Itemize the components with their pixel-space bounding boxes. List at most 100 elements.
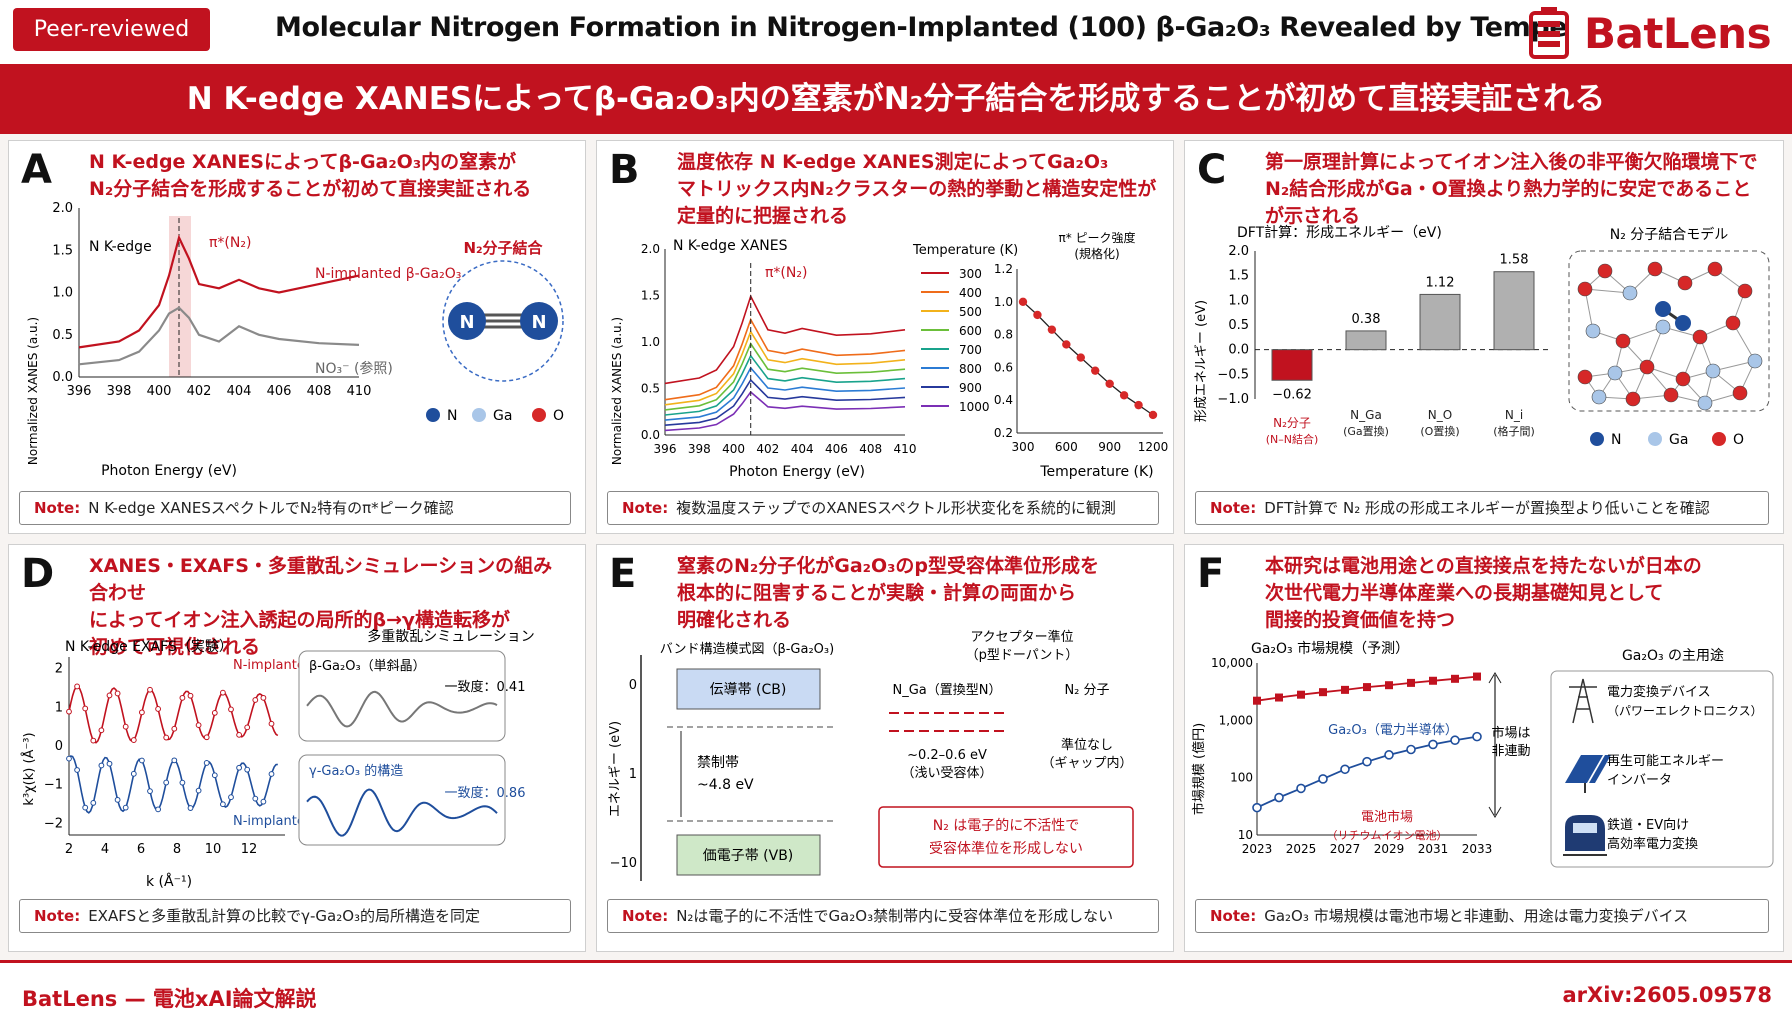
exafs-point (82, 804, 89, 811)
data-point (1473, 672, 1481, 681)
n2-value: 準位なし (1061, 737, 1113, 753)
panel-d: D XANES・EXAFS・多重散乱シミュレーションの組み合わせ によってイオン… (8, 544, 586, 952)
legend-label: 1000 (959, 400, 990, 414)
sim-title: 多重散乱シミュレーション (367, 628, 534, 645)
y-tick-label: 1.5 (1228, 269, 1249, 284)
svg-text:N: N (531, 312, 546, 333)
legend-label: 700 (959, 343, 982, 357)
data-point (1407, 678, 1415, 687)
y-tick-label: 1.5 (52, 243, 73, 258)
y-tick-label: 1 (55, 700, 63, 715)
exafs-point (130, 770, 137, 777)
app-item-sub: 高効率電力変換 (1607, 836, 1698, 852)
heading-line: N₂分子結合を形成することが初めて直接実証される (89, 178, 532, 200)
exafs-point (74, 767, 80, 773)
exafs-point (130, 737, 137, 743)
y-tick-label: 1.0 (1228, 293, 1249, 308)
n-atom (1655, 301, 1671, 317)
atom-legend: N Ga O (1590, 432, 1744, 448)
app-item: 電力変換デバイス (1607, 684, 1711, 700)
peer-reviewed-badge: Peer-reviewed (13, 8, 210, 51)
panel-e: E 窒素のN₂分子化がGa₂O₃のp型受容体準位形成を 根本的に阻害することが実… (596, 544, 1174, 952)
exafs-point (171, 757, 178, 764)
temperature-series-line (664, 354, 906, 416)
note-text: 複数温度ステップでのXANESスペクトル形状変化を系統的に観測 (676, 499, 1116, 517)
note-text: N₂は電子的に不活性でGa₂O₃禁制帯内に受容体準位を形成しない (676, 907, 1114, 925)
x-tick-label: 400 (147, 384, 172, 399)
panel-label: C (1197, 147, 1227, 193)
y-tick-label: −0.5 (1217, 367, 1249, 382)
panel-heading: 本研究は電池用途との直接接点を持たないが日本の 次世代電力半導体産業への長期基礎… (1265, 553, 1767, 634)
atom (1597, 263, 1613, 279)
series-label-implanted: N-implanted β-Ga₂O₃ (315, 266, 461, 282)
acceptor-title: アクセプター準位 (970, 629, 1073, 645)
apps-title: Ga₂O₃ の主用途 (1622, 647, 1724, 664)
x-tick-label: 2033 (1462, 842, 1493, 856)
exafs-point (66, 708, 72, 715)
heading-line: によってイオン注入誘起の局所的β→γ構造転移が (89, 609, 510, 631)
exafs-point (82, 705, 89, 712)
exafs-point (268, 771, 275, 777)
y-tick-label: 2.0 (52, 201, 73, 216)
temperature-series-line (664, 294, 906, 385)
exafs-point (260, 694, 267, 701)
x-tick-label: 600 (1055, 440, 1078, 454)
sim-box (298, 754, 506, 846)
exafs-point (98, 762, 105, 769)
paper-title: Molecular Nitrogen Formation in Nitrogen… (275, 12, 1568, 43)
x-tick-label: 6 (137, 842, 145, 857)
x-tick-label: (Ga置換) (1343, 425, 1389, 438)
heading-line: 明確化される (677, 609, 792, 631)
y-tick-label: 0.5 (641, 382, 660, 396)
legend-label: 300 (959, 267, 982, 281)
panel-note: Note: DFT計算で N₂ 形成の形成エネルギーが置換型より低いことを確認 (1195, 491, 1769, 525)
y-tick-label: 0.6 (994, 360, 1013, 374)
data-point (1119, 391, 1129, 400)
top-bar: Peer-reviewed Molecular Nitrogen Formati… (0, 0, 1792, 64)
headline-banner: N K-edge XANESによってβ-Ga₂O₃内の窒素がN₂分子結合を形成す… (0, 64, 1792, 134)
inset-title: π* ピーク強度 (1058, 230, 1135, 245)
y-tick-label: −1.0 (1217, 392, 1249, 407)
data-point (1428, 739, 1438, 750)
x-tick-label: 900 (1098, 440, 1121, 454)
data-point (1472, 731, 1482, 742)
panel-heading: 第一原理計算によってイオン注入後の非平衡欠陥環境下で N₂結合形成がGa・O置換… (1265, 149, 1767, 230)
x-tick-label: (N–N結合) (1266, 432, 1319, 446)
data-point (1134, 400, 1143, 410)
exafs-point (98, 727, 105, 734)
atom (1625, 391, 1641, 407)
temperature-series-line (664, 378, 906, 426)
x-tick-label: 404 (791, 442, 814, 456)
exafs-point (211, 710, 218, 716)
y-axis-label: Normalized XANES (a.u.) (610, 317, 624, 465)
x-tick-label: 2 (65, 842, 73, 857)
atom (1607, 365, 1623, 381)
data-point (1148, 410, 1158, 420)
exafs-point (268, 720, 275, 727)
xanes-chart: 396 398 400 402 404 406 408 4100.00.51.01.52.0 … (26, 201, 564, 479)
exafs-line (68, 685, 279, 744)
logo: BatLens (1528, 6, 1772, 60)
data-label: 1.12 (1426, 275, 1455, 290)
heading-line: 温度依存 N K-edge XANES測定によってGa₂O₃ (677, 151, 1109, 173)
y-tick-label: 0 (55, 739, 63, 754)
x-tick-label: 396 (67, 384, 92, 399)
chart-title: DFT計算：形成エネルギー（eV) (1237, 225, 1442, 241)
data-point (1406, 744, 1416, 755)
trend-line (1022, 301, 1154, 416)
data-point (1062, 340, 1071, 349)
chart-title: Ga₂O₃ 市場規模（予測） (1251, 640, 1409, 657)
x-tick-label: 4 (101, 842, 109, 857)
data-point (1340, 764, 1350, 775)
y-tick-label: 0.0 (641, 428, 660, 442)
data-point (1253, 696, 1261, 705)
exafs-point (106, 760, 113, 767)
exafs-point (252, 795, 259, 802)
y-tick-label: 1.0 (994, 295, 1013, 309)
series-label-battery: 電池市場 (1361, 809, 1413, 825)
model-frame (1568, 250, 1770, 412)
exafs-point (163, 734, 170, 741)
panel-label: D (21, 551, 55, 597)
panel-heading: N K-edge XANESによってβ-Ga₂O₃内の窒素が N₂分子結合を形成… (89, 149, 569, 203)
